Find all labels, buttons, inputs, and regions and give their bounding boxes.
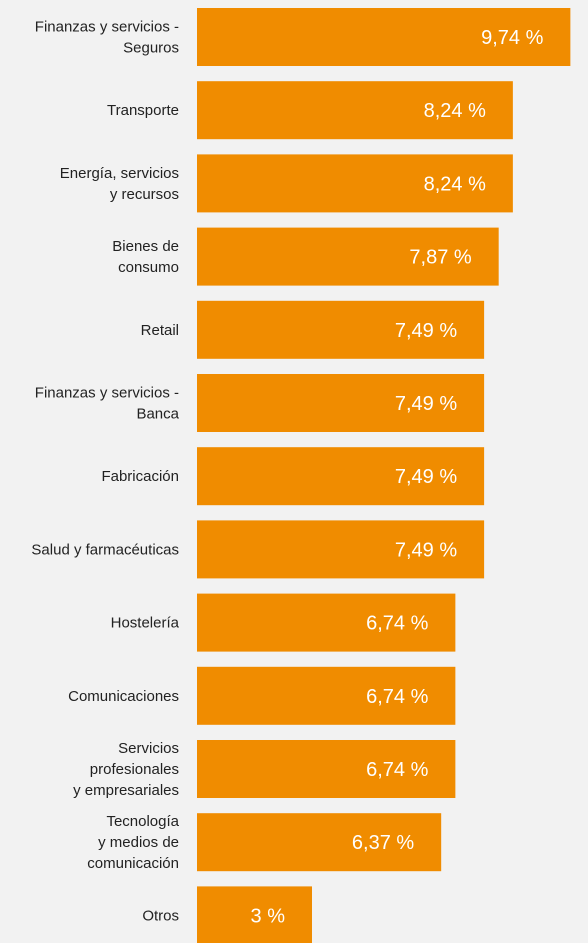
category-label-line: consumo: [118, 259, 179, 276]
category-label-line: profesionales: [90, 761, 179, 778]
bar-value-label: 6,37 %: [352, 832, 414, 854]
category-label: Bienes de consumo: [112, 238, 179, 276]
category-label-line: Retail: [141, 322, 179, 339]
category-label: Finanzas y servicios - Seguros: [35, 19, 179, 57]
category-label-line: Tecnología: [106, 813, 179, 830]
category-label: Retail: [141, 322, 179, 339]
bar: [197, 227, 499, 286]
bar: [197, 813, 442, 872]
category-label: Finanzas y servicios - Banca: [35, 385, 180, 423]
category-label: Servicios profesionales y empresariales: [73, 740, 179, 799]
bar-value-label: 6,74 %: [366, 686, 428, 708]
category-label-line: Transporte: [107, 102, 179, 119]
category-label-line: Energía, servicios: [60, 165, 179, 182]
bar-value-label: 8,24 %: [424, 100, 486, 122]
bar: [197, 8, 571, 66]
bar: [197, 374, 485, 432]
category-label-line: Seguros: [123, 40, 179, 57]
category-label-line: comunicación: [87, 855, 179, 872]
bar-value-label: 7,49 %: [395, 320, 457, 342]
category-label-line: Hostelería: [111, 615, 180, 632]
bar-value-label: 6,74 %: [366, 759, 428, 781]
bar-value-label: 9,74 %: [481, 27, 543, 49]
bar: [197, 81, 513, 140]
category-label: Hostelería: [111, 615, 180, 632]
bar: [197, 740, 456, 798]
bar-value-label: 6,74 %: [366, 613, 428, 635]
bar: [197, 520, 485, 579]
bar: [197, 154, 513, 213]
category-label-line: Finanzas y servicios -: [35, 385, 179, 402]
category-label-line: Servicios: [118, 740, 179, 757]
bar-value-label: 8,24 %: [424, 173, 486, 195]
category-label: Salud y farmacéuticas: [31, 541, 179, 558]
category-label: Fabricación: [101, 468, 179, 485]
bar-value-label: 3 %: [251, 905, 286, 927]
bar-value-label: 7,49 %: [395, 393, 457, 415]
category-label: Otros: [142, 907, 179, 924]
category-label-line: y recursos: [110, 186, 179, 203]
bar: [197, 300, 485, 359]
category-label-line: Fabricación: [101, 468, 179, 485]
category-label: Comunicaciones: [68, 688, 179, 705]
category-label-line: Bienes de: [112, 238, 179, 255]
bar: [197, 886, 312, 943]
category-label: Energía, servicios y recursos: [60, 165, 179, 203]
bar: [197, 666, 456, 725]
bar-value-label: 7,49 %: [395, 539, 457, 561]
bar-value-label: 7,49 %: [395, 466, 457, 488]
category-label-line: y medios de: [98, 834, 179, 851]
category-label-line: Otros: [142, 907, 179, 924]
category-label-line: Finanzas y servicios -: [35, 19, 179, 36]
bar: [197, 447, 485, 506]
category-label-line: y empresariales: [73, 782, 179, 799]
bar: [197, 593, 456, 652]
category-label-line: Salud y farmacéuticas: [31, 541, 179, 558]
bar-value-label: 7,87 %: [409, 247, 471, 269]
category-label-line: Banca: [136, 406, 179, 423]
category-label: Tecnología y medios de comunicación: [87, 813, 179, 872]
category-label-line: Comunicaciones: [68, 688, 179, 705]
category-label: Transporte: [107, 102, 179, 119]
